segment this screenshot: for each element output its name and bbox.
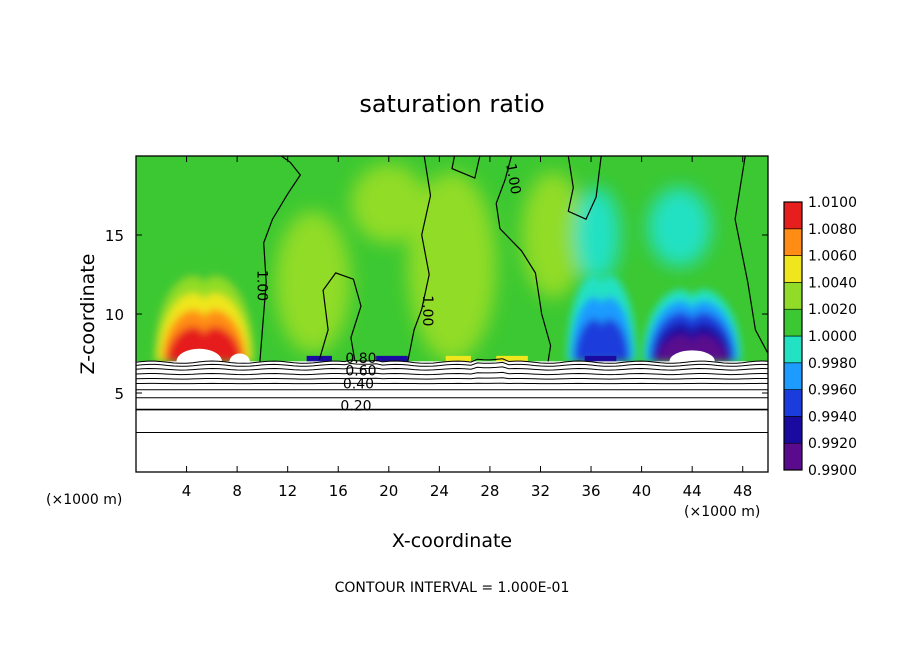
colorbar-label: 1.0100 xyxy=(808,195,857,211)
cloud-base-anomaly xyxy=(376,355,408,362)
y-tick-label: 5 xyxy=(114,385,124,403)
subsaturated-region xyxy=(642,289,742,362)
colorbar-label: 1.0080 xyxy=(808,222,857,238)
contour-line-1 xyxy=(734,156,768,354)
x-unit-left: (×1000 m) xyxy=(46,492,122,508)
colorbar-swatch xyxy=(783,335,803,364)
subsaturated-region xyxy=(567,275,637,362)
colorbar-frame xyxy=(783,201,803,471)
field-level xyxy=(574,318,630,362)
colorbar-label: 1.0060 xyxy=(808,249,857,265)
colorbar-swatch xyxy=(783,255,803,283)
x-tick-label: 16 xyxy=(329,482,348,500)
colorbar-label: 0.9900 xyxy=(808,463,857,479)
x-axis: 4 8 12 16 20 24 28 32 36 40 44 48 xyxy=(182,156,752,500)
contour-label: 0.40 xyxy=(343,376,374,392)
colorbar-swatch xyxy=(783,228,803,256)
contour-lines xyxy=(136,156,768,433)
colorbar-label: 0.9920 xyxy=(808,436,857,452)
field-patch xyxy=(574,187,621,283)
contour-line-1 xyxy=(495,156,552,362)
x-tick-label: 48 xyxy=(733,482,752,500)
colorbar-swatch xyxy=(783,362,803,390)
field-patch xyxy=(521,171,585,299)
contour-level-line xyxy=(136,371,768,376)
x-tick-label: 12 xyxy=(278,482,297,500)
cloud-base-anomaly xyxy=(445,355,471,362)
x-tick-label: 20 xyxy=(379,482,398,500)
x-tick-label: 24 xyxy=(430,482,449,500)
contour-label: 1.00 xyxy=(419,295,435,326)
sub-cloud-region xyxy=(136,361,768,472)
field-patch xyxy=(407,171,497,362)
contour-line-1 xyxy=(318,272,362,360)
contour-interval-note: CONTOUR INTERVAL = 1.000E-01 xyxy=(335,580,570,596)
colorbar-label: 0.9960 xyxy=(808,383,857,399)
colorbar: 0.9900 0.9920 0.9940 0.9960 0.9980 1.0000 1.00… xyxy=(783,195,857,479)
x-tick-label: 28 xyxy=(480,482,499,500)
contour-label: 0.80 xyxy=(345,351,376,367)
contour-label: 0.60 xyxy=(345,364,376,380)
contour-level-line xyxy=(136,358,768,364)
colorbar-swatch xyxy=(783,389,803,417)
field-patch xyxy=(275,211,351,354)
saturation-field xyxy=(136,156,768,472)
y-tick-label: 15 xyxy=(105,227,124,245)
field-variations xyxy=(275,163,712,362)
y-axis-label: Z-coordinate xyxy=(77,254,99,375)
field-patch xyxy=(350,163,427,243)
contour-label: 1.00 xyxy=(502,162,523,195)
y-tick-label: 10 xyxy=(105,306,124,324)
contour-level-line xyxy=(136,377,768,380)
x-tick-label: 4 xyxy=(182,482,192,500)
colorbar-label: 0.9980 xyxy=(808,356,857,372)
colorbar-label: 0.9940 xyxy=(808,409,857,425)
x-axis-label: X-coordinate xyxy=(392,530,512,552)
x-tick-label: 44 xyxy=(683,482,702,500)
contour-line-1 xyxy=(259,156,302,362)
field-patch xyxy=(647,187,712,267)
colorbar-swatch xyxy=(783,282,803,310)
contour-level-line xyxy=(136,361,768,367)
supersaturated-region xyxy=(151,259,258,362)
contour-line-1 xyxy=(567,156,602,220)
cloud-base-anomaly xyxy=(496,355,528,362)
contour-line-1 xyxy=(407,156,432,362)
x-tick-label: 32 xyxy=(531,482,550,500)
x-unit-right: (×1000 m) xyxy=(684,504,760,520)
x-tick-label: 8 xyxy=(232,482,242,500)
colorbar-label: 1.0040 xyxy=(808,275,857,291)
contour-labels: 1.00 1.00 1.00 0.800.600.40 0.20 xyxy=(253,162,523,414)
y-axis: 5 10 15 xyxy=(105,227,768,403)
x-tick-label: 40 xyxy=(632,482,651,500)
contour-label: 1.00 xyxy=(253,270,269,301)
contour-label: 0.20 xyxy=(340,398,371,414)
chart-title: saturation ratio xyxy=(359,90,544,118)
contour-level-line xyxy=(136,366,768,371)
colorbar-label: 1.0020 xyxy=(808,302,857,318)
contour-line-1 xyxy=(451,156,481,179)
x-tick-label: 36 xyxy=(581,482,600,500)
colorbar-swatch xyxy=(783,201,803,230)
colorbar-swatch xyxy=(783,442,803,471)
colorbar-swatch xyxy=(783,308,803,337)
colorbar-swatch xyxy=(783,416,803,444)
cloud-base-anomaly xyxy=(584,355,617,362)
colorbar-label: 1.0000 xyxy=(808,329,857,345)
